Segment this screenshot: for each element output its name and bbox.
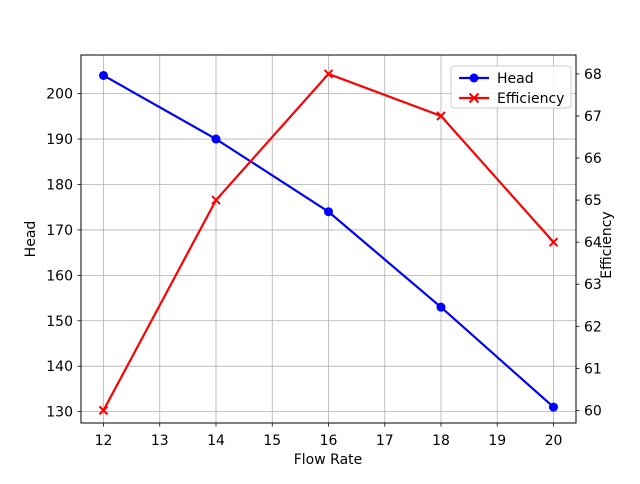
y-left-tick-label: 140: [46, 359, 73, 375]
x-axis-label: Flow Rate: [294, 452, 363, 468]
data-point-efficiency: [548, 237, 559, 247]
legend-x-marker-icon: [468, 92, 480, 104]
data-point-head: [549, 402, 558, 412]
y-left-tick-label: 150: [46, 314, 73, 330]
data-point-efficiency: [211, 195, 221, 205]
y-left-tick-label: 190: [46, 132, 73, 148]
y-axis-label-left: Head: [23, 221, 39, 258]
data-point-efficiency: [323, 69, 334, 79]
x-tick-label: 19: [488, 433, 506, 449]
y-right-tick-label: 62: [584, 319, 602, 335]
x-tick-label: 18: [432, 433, 450, 449]
x-tick-label: 17: [376, 433, 394, 449]
legend-label-efficiency: Efficiency: [497, 91, 564, 107]
y-left-tick-label: 200: [46, 87, 73, 103]
data-point-head: [99, 70, 108, 80]
x-tick-label: 16: [320, 433, 338, 449]
data-point-efficiency: [436, 111, 446, 121]
legend: Head Efficiency: [450, 65, 572, 109]
y-right-tick-label: 65: [584, 193, 602, 209]
y-right-tick-label: 60: [584, 403, 602, 419]
y-left-tick-label: 180: [46, 177, 73, 193]
data-point-head: [436, 302, 446, 312]
x-tick-label: 13: [151, 433, 169, 449]
y-right-tick-label: 64: [584, 235, 602, 251]
y-left-tick-label: 160: [46, 268, 73, 284]
tick-label-layer: 12 13 14 15 16 17 18 19 20 130 140 150 160 170 180 190 2…: [46, 67, 602, 449]
y-right-tick-label: 68: [584, 67, 602, 83]
y-right-tick-label: 61: [584, 361, 602, 377]
y-right-tick-label: 66: [584, 151, 602, 167]
data-point-head: [324, 207, 333, 217]
y-left-tick-label: 170: [46, 223, 73, 239]
legend-circle-marker-icon: [469, 73, 479, 83]
tick-layer: [77, 73, 580, 427]
y-right-tick-label: 63: [584, 277, 602, 293]
data-point-efficiency: [98, 405, 109, 416]
y-axis-label-right: Efficiency: [599, 211, 615, 278]
y-right-tick-label: 67: [584, 109, 602, 125]
x-tick-label: 12: [95, 433, 113, 449]
legend-label-head: Head: [497, 71, 534, 87]
x-tick-label: 15: [263, 433, 281, 449]
data-point-head: [211, 134, 221, 144]
y-left-tick-label: 130: [46, 405, 73, 421]
x-tick-label: 20: [545, 433, 563, 449]
series-layer: [98, 69, 559, 416]
x-tick-label: 14: [207, 433, 225, 449]
grid-layer: [81, 55, 576, 423]
